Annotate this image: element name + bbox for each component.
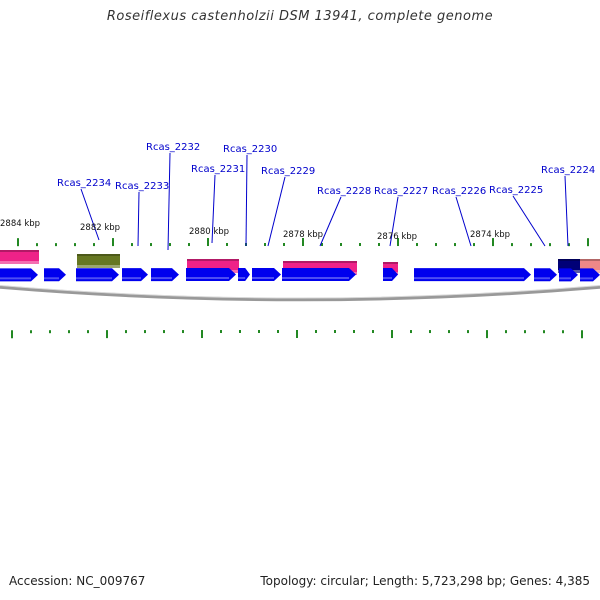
feature-navy-edge: [558, 259, 580, 261]
cds-arrow: [414, 268, 531, 282]
feature-pink-edge: [383, 262, 398, 264]
gene-label: Rcas_2224: [541, 165, 595, 176]
cds-arrow: [383, 268, 398, 282]
gene-leader-line: [245, 154, 248, 247]
ruler-label: 2874 kbp: [470, 230, 510, 240]
gene-leader-line: [455, 196, 472, 247]
cds-arrow: [44, 268, 66, 282]
feature-pink-edge: [283, 261, 357, 263]
ruler-label: 2876 kbp: [377, 232, 417, 242]
gene-leader-line: [80, 188, 100, 241]
feature-olive: [77, 254, 120, 268]
gene-leader-line: [564, 175, 569, 247]
gene-label: Rcas_2233: [115, 181, 169, 192]
gene-label: Rcas_2229: [261, 166, 315, 177]
ruler-label: 2880 kbp: [189, 227, 229, 237]
feature-pink-edge: [187, 259, 239, 261]
topology-text: Topology: circular; Length: 5,723,298 bp…: [260, 574, 590, 588]
ruler-label: 2878 kbp: [283, 230, 323, 240]
cds-arrow: [151, 268, 179, 282]
gene-label: Rcas_2234: [57, 178, 111, 189]
cds-arrow: [186, 268, 236, 282]
gene-leader-line: [167, 152, 171, 251]
backbone-highlight: [0, 285, 600, 299]
ruler-labels: 2884 kbp 2882 kbp 2880 kbp 2878 kbp 2876 kbp…: [0, 219, 510, 242]
gene-leader-line: [211, 174, 216, 244]
gene-label: Rcas_2227: [374, 186, 428, 197]
gene-label: Rcas_2225: [489, 185, 543, 196]
feature-olive-edge: [77, 254, 120, 256]
map-title: Roseiflexus castenholzii DSM 13941, comp…: [106, 9, 494, 24]
gene-leader-line: [389, 196, 399, 247]
feature-salmon-edge: [580, 259, 600, 261]
gene-label: Rcas_2228: [317, 186, 371, 197]
gene-leader-line: [137, 191, 140, 247]
cds-arrow: [252, 268, 281, 282]
gene-label: Rcas_2230: [223, 144, 277, 155]
cds-arrow: [534, 268, 557, 282]
gene-label: Rcas_2226: [432, 186, 486, 197]
cds-arrow: [238, 268, 250, 282]
label-leaders: [80, 152, 569, 251]
gene-leader-line: [512, 195, 546, 247]
gene-leader-line: [319, 196, 342, 247]
cds-arrow: [580, 268, 600, 282]
gene-label: Rcas_2231: [191, 164, 245, 175]
gene-leader-line: [267, 176, 286, 247]
ruler-label: 2882 kbp: [80, 223, 120, 233]
ruler-label: 2884 kbp: [0, 219, 40, 229]
feature-pink-edge: [0, 250, 39, 252]
cds-arrow: [76, 268, 119, 282]
ruler-ticks-bottom: [11, 330, 583, 339]
feature-olive-shine: [77, 265, 120, 268]
feature-pink: [0, 250, 39, 264]
backbone-arc: [0, 285, 600, 302]
accession-text: Accession: NC_009767: [9, 574, 146, 588]
cds-arrow: [122, 268, 148, 282]
gene-labels: Rcas_2234 Rcas_2233 Rcas_2232 Rcas_2231 Rcas…: [57, 142, 595, 197]
gene-label: Rcas_2232: [146, 142, 200, 153]
cds-track: [0, 268, 600, 282]
genome-backbone: [0, 285, 600, 302]
cds-arrow: [282, 268, 356, 282]
cds-arrow: [0, 268, 38, 282]
cds-arrow: [559, 268, 578, 282]
feature-pink-shine: [0, 261, 39, 264]
